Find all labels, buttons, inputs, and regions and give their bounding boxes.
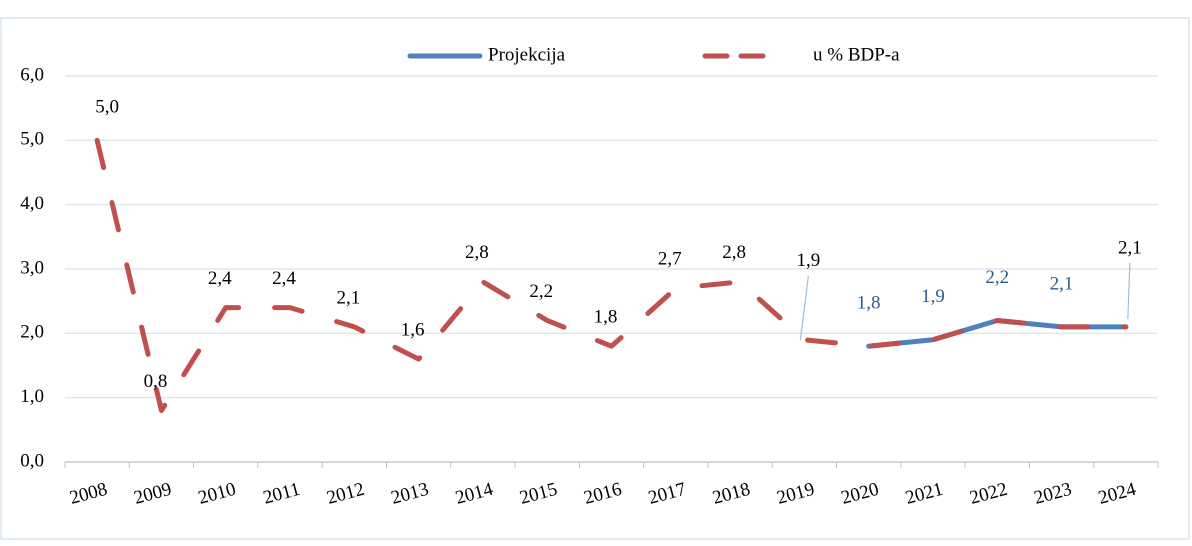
- chart-frame: [0, 17, 1190, 540]
- data-label: 2,2: [985, 267, 1009, 288]
- x-tick-label: 2020: [839, 479, 881, 509]
- y-tick-label: 3,0: [20, 257, 44, 278]
- data-label: 1,9: [797, 250, 821, 271]
- data-label: 0,8: [144, 371, 168, 392]
- data-label: 2,2: [529, 281, 553, 302]
- x-tick-label: 2016: [582, 479, 624, 509]
- legend-label: u % BDP-a: [813, 44, 900, 65]
- leader-line: [1127, 262, 1131, 319]
- y-tick-label: 0,0: [20, 450, 44, 471]
- y-tick-label: 6,0: [20, 64, 44, 85]
- x-tick-label: 2014: [453, 479, 496, 509]
- x-tick-label: 2024: [1096, 479, 1139, 509]
- data-label: 2,7: [658, 249, 682, 270]
- x-tick-label: 2018: [710, 479, 752, 509]
- x-tick-label: 2008: [67, 479, 109, 509]
- x-tick-label: 2012: [325, 479, 367, 509]
- line-series: [94, 137, 1129, 414]
- y-tick-label: 1,0: [20, 386, 44, 407]
- data-label: 2,1: [1118, 237, 1142, 258]
- y-tick-label: 5,0: [20, 129, 44, 150]
- data-label: 2,4: [272, 268, 296, 289]
- x-tick-label: 2015: [517, 479, 559, 509]
- data-label: 5,0: [95, 97, 119, 118]
- x-tick-label: 2022: [968, 479, 1010, 509]
- data-label: 1,9: [921, 286, 945, 307]
- x-tick-label: 2023: [1032, 479, 1074, 509]
- data-label: 1,8: [594, 307, 618, 328]
- x-tick-label: 2013: [389, 479, 431, 509]
- leader-line: [799, 275, 809, 340]
- data-label: 2,8: [465, 242, 489, 263]
- y-tick-label: 4,0: [20, 193, 44, 214]
- legend-label: Projekcija: [488, 44, 566, 65]
- x-tick-label: 2011: [261, 479, 302, 509]
- data-label: 2,8: [722, 242, 746, 263]
- data-label: 2,1: [1050, 273, 1074, 294]
- x-tick-label: 2009: [132, 479, 174, 509]
- data-label: 1,6: [401, 319, 425, 340]
- x-tick-label: 2010: [196, 479, 238, 509]
- x-tick-label: 2017: [646, 479, 688, 509]
- data-label: 1,8: [857, 293, 881, 314]
- y-tick-label: 2,0: [20, 322, 44, 343]
- data-label: 2,1: [336, 287, 360, 308]
- x-tick-label: 2019: [775, 479, 817, 509]
- x-tick-label: 2021: [903, 479, 945, 509]
- data-label: 2,4: [208, 268, 232, 289]
